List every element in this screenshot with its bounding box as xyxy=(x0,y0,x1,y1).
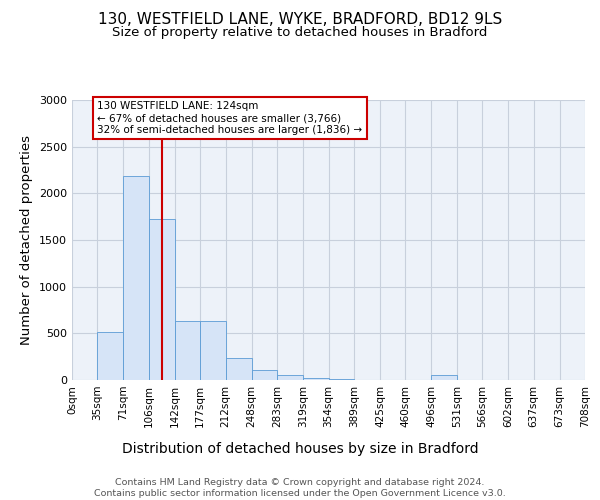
Bar xyxy=(431,376,457,380)
Bar xyxy=(226,358,251,380)
Bar xyxy=(277,375,303,380)
Bar xyxy=(97,332,124,380)
Bar xyxy=(251,370,277,380)
Bar xyxy=(329,379,354,380)
Text: Contains HM Land Registry data © Crown copyright and database right 2024.
Contai: Contains HM Land Registry data © Crown c… xyxy=(94,478,506,498)
Y-axis label: Number of detached properties: Number of detached properties xyxy=(20,135,34,345)
Bar xyxy=(303,378,329,380)
Bar xyxy=(124,176,149,380)
Bar xyxy=(200,321,226,380)
Bar xyxy=(149,220,175,380)
Text: 130, WESTFIELD LANE, WYKE, BRADFORD, BD12 9LS: 130, WESTFIELD LANE, WYKE, BRADFORD, BD1… xyxy=(98,12,502,28)
Text: 130 WESTFIELD LANE: 124sqm
← 67% of detached houses are smaller (3,766)
32% of s: 130 WESTFIELD LANE: 124sqm ← 67% of deta… xyxy=(97,102,362,134)
Text: Size of property relative to detached houses in Bradford: Size of property relative to detached ho… xyxy=(112,26,488,39)
Bar xyxy=(175,321,200,380)
Text: Distribution of detached houses by size in Bradford: Distribution of detached houses by size … xyxy=(122,442,478,456)
